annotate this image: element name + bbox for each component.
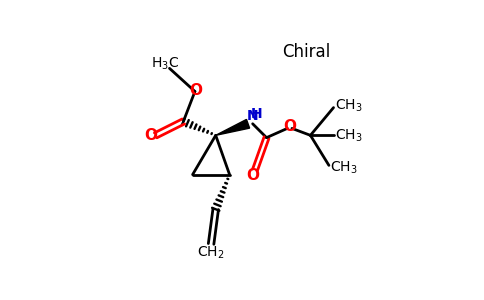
Text: CH$_3$: CH$_3$ — [334, 97, 363, 113]
Text: CH$_3$: CH$_3$ — [334, 127, 363, 143]
Text: N: N — [247, 109, 258, 123]
Text: CH$_2$: CH$_2$ — [197, 245, 225, 261]
Text: O: O — [190, 83, 203, 98]
Text: Chiral: Chiral — [282, 43, 330, 61]
Text: CH$_3$: CH$_3$ — [330, 160, 358, 176]
Text: O: O — [145, 128, 157, 143]
Polygon shape — [216, 119, 250, 135]
Text: H$_3$C: H$_3$C — [151, 56, 179, 72]
Text: O: O — [246, 168, 259, 183]
Text: H: H — [250, 107, 262, 122]
Text: O: O — [283, 118, 296, 134]
